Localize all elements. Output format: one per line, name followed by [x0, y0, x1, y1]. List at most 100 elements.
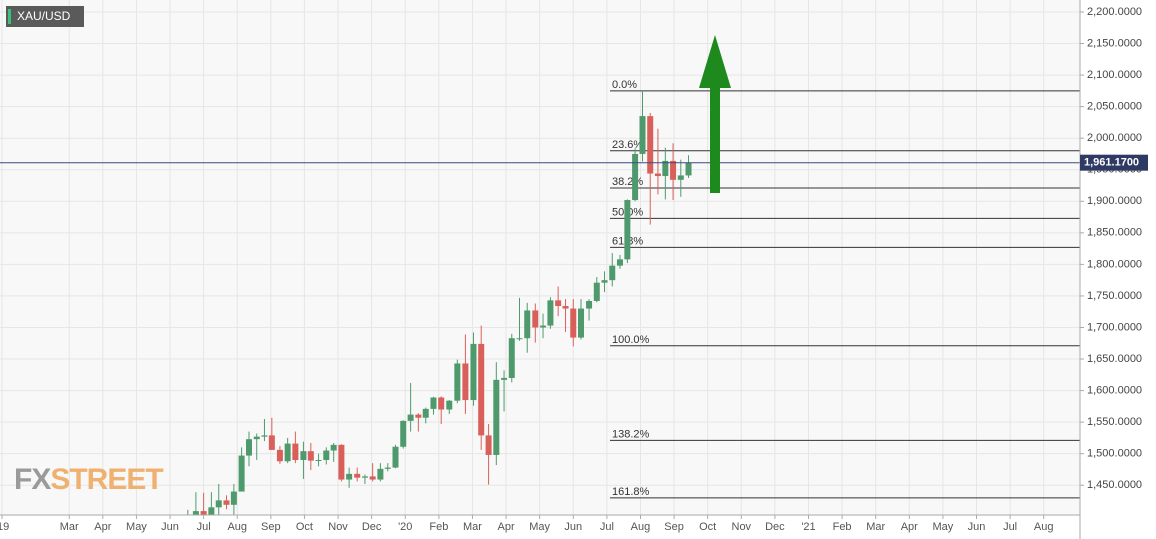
- x-tick-label: Dec: [765, 521, 785, 533]
- y-axis-background: [1080, 0, 1156, 539]
- x-tick-label: Jul: [197, 521, 211, 533]
- x-tick-label: Feb: [429, 521, 448, 533]
- y-tick-label: 2,050.0000: [1087, 101, 1142, 113]
- candles: [187, 90, 692, 515]
- candle-body: [647, 116, 654, 174]
- candle-body: [677, 175, 684, 180]
- fib-label: 38.2%: [612, 176, 643, 188]
- fib-levels: 0.0%23.6%38.2%50.0%61.8%100.0%138.2%161.…: [610, 79, 1080, 499]
- candle-body: [501, 377, 508, 380]
- candle-body: [354, 473, 361, 478]
- candle-body: [377, 468, 384, 480]
- y-tick-label: 2,100.0000: [1087, 69, 1142, 81]
- candle-body: [485, 435, 492, 455]
- candle-body: [438, 397, 445, 410]
- current-price-box: [1080, 154, 1148, 171]
- candle-body: [307, 451, 314, 461]
- candle-body: [609, 265, 616, 281]
- candle-body: [361, 476, 368, 478]
- x-tick-label: Mar: [463, 521, 482, 533]
- x-tick-label: Apr: [94, 521, 111, 533]
- candle-body: [601, 280, 608, 283]
- x-tick-label: Sep: [664, 521, 684, 533]
- x-tick-label: Oct: [699, 521, 716, 533]
- candle-body: [346, 473, 353, 480]
- x-tick-label: Oct: [296, 521, 313, 533]
- candle-body: [215, 500, 222, 508]
- current-price-label: 1,961.1700: [1084, 157, 1139, 169]
- y-tick-label: 1,700.0000: [1087, 321, 1142, 333]
- symbol-marker: [8, 9, 11, 24]
- candle-body: [577, 308, 584, 338]
- x-tick-label: Jun: [968, 521, 986, 533]
- candle-body: [223, 500, 230, 505]
- x-tick-label: Apr: [901, 521, 918, 533]
- candle-body: [292, 443, 299, 460]
- annotation-arrow: [699, 35, 731, 193]
- candle-body: [532, 310, 539, 328]
- candle-body: [670, 160, 677, 180]
- y-tick-label: 1,800.0000: [1087, 258, 1142, 270]
- candle-body: [478, 343, 485, 436]
- y-tick-label: 1,550.0000: [1087, 416, 1142, 428]
- fib-label: 100.0%: [612, 334, 650, 346]
- candle-body: [555, 300, 562, 307]
- x-tick-label: '21: [801, 521, 815, 533]
- candle-body: [323, 450, 330, 460]
- x-tick-label: Feb: [833, 521, 852, 533]
- x-tick-label: '20: [398, 521, 412, 533]
- candle-body: [238, 455, 245, 492]
- candle-body: [261, 435, 268, 437]
- y-tick-label: 1,600.0000: [1087, 384, 1142, 396]
- candle-body: [508, 338, 515, 378]
- x-tick-label: Sep: [261, 521, 281, 533]
- candle-body: [685, 162, 692, 176]
- x-tick-label: Aug: [631, 521, 651, 533]
- watermark-text: FXSTREET: [14, 463, 163, 496]
- y-tick-label: 1,500.0000: [1087, 448, 1142, 460]
- candle-body: [632, 153, 639, 201]
- fib-label: 0.0%: [612, 79, 637, 91]
- candle-body: [516, 338, 523, 340]
- candle-body: [422, 408, 429, 418]
- candle-body: [407, 414, 414, 421]
- candle-body: [493, 379, 500, 455]
- candle-body: [284, 443, 291, 462]
- candle-body: [400, 420, 407, 447]
- candle-body: [338, 444, 345, 480]
- axes: 1,450.0000 1,500.0000 1,550.0000 1,600.0000…: [0, 6, 1148, 533]
- y-tick-label: 1,750.0000: [1087, 290, 1142, 302]
- candle-body: [662, 160, 669, 177]
- grid: [0, 0, 1080, 515]
- x-tick-label: '19: [0, 521, 9, 533]
- candle-body: [639, 116, 646, 154]
- candle-body: [570, 308, 577, 338]
- candle-body: [200, 511, 207, 515]
- candle-body: [454, 363, 461, 401]
- y-tick-label: 2,150.0000: [1087, 37, 1142, 49]
- candle-body: [415, 414, 422, 418]
- watermark-street: STREET: [50, 463, 163, 496]
- candle-body: [586, 300, 593, 309]
- candle-body: [540, 325, 547, 328]
- candle-body: [446, 400, 453, 410]
- y-tick-label: 1,650.0000: [1087, 353, 1142, 365]
- candle-body: [524, 310, 531, 339]
- candle-body: [624, 200, 631, 260]
- symbol-box: [6, 6, 84, 27]
- candle-body: [330, 444, 337, 451]
- candle-body: [208, 507, 215, 515]
- x-tick-label: Aug: [1034, 521, 1054, 533]
- candle-body: [654, 173, 661, 177]
- x-tick-label: May: [529, 521, 550, 533]
- x-tick-label: Dec: [362, 521, 382, 533]
- x-tick-label: May: [933, 521, 954, 533]
- candle-body: [392, 446, 399, 468]
- y-tick-label: 2,000.0000: [1087, 132, 1142, 144]
- symbol-title: XAU/USD: [17, 9, 71, 23]
- candle-body: [462, 363, 469, 401]
- y-tick-label: 1,850.0000: [1087, 227, 1142, 239]
- x-tick-label: Nov: [732, 521, 752, 533]
- x-tick-label: May: [126, 521, 147, 533]
